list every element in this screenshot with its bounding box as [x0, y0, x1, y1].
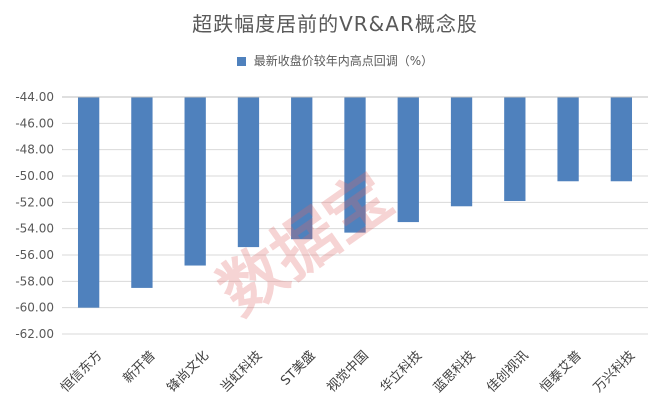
y-tick-label: -46.00 — [15, 116, 54, 130]
x-tick-label: 锋尚文化 — [165, 348, 212, 395]
bar — [397, 97, 419, 223]
bar — [77, 97, 100, 308]
bar — [450, 97, 473, 207]
bar — [344, 97, 366, 233]
y-tick-label: -62.00 — [15, 327, 54, 341]
x-tick-label: 蓝思科技 — [431, 348, 478, 395]
y-tick-label: -56.00 — [15, 248, 54, 262]
y-tick-label: -60.00 — [15, 301, 54, 315]
y-tick-label: -58.00 — [15, 274, 54, 288]
y-tick-label: -48.00 — [15, 143, 54, 157]
x-tick-label: 恒泰艾普 — [538, 348, 585, 395]
y-tick-label: -54.00 — [15, 222, 54, 236]
x-tick-label: ST美盛 — [278, 348, 318, 388]
y-tick-label: -50.00 — [15, 169, 54, 183]
bar — [557, 97, 579, 182]
bar — [291, 97, 313, 240]
bar — [610, 97, 633, 182]
legend: 最新收盘价较年内高点回调（%） — [0, 52, 670, 69]
legend-swatch — [236, 57, 246, 66]
y-tick-label: -44.00 — [15, 90, 54, 104]
bar — [237, 97, 260, 248]
x-tick-label: 视觉中国 — [324, 348, 371, 395]
bar — [131, 97, 153, 288]
x-tick-label: 佳创视讯 — [484, 348, 531, 395]
legend-label: 最新收盘价较年内高点回调（%） — [253, 54, 434, 68]
x-tick-label: 恒信东方 — [57, 348, 105, 396]
bar — [184, 97, 206, 266]
x-tick-label: 新开普 — [120, 348, 159, 387]
y-tick-label: -52.00 — [15, 195, 54, 209]
chart-title: 超跌幅度居前的VR&AR概念股 — [192, 12, 478, 36]
x-tick-label: 当虹科技 — [218, 348, 265, 395]
bar — [504, 97, 526, 202]
x-tick-label: 华立科技 — [378, 348, 425, 395]
x-tick-label: 万兴科技 — [591, 348, 638, 395]
